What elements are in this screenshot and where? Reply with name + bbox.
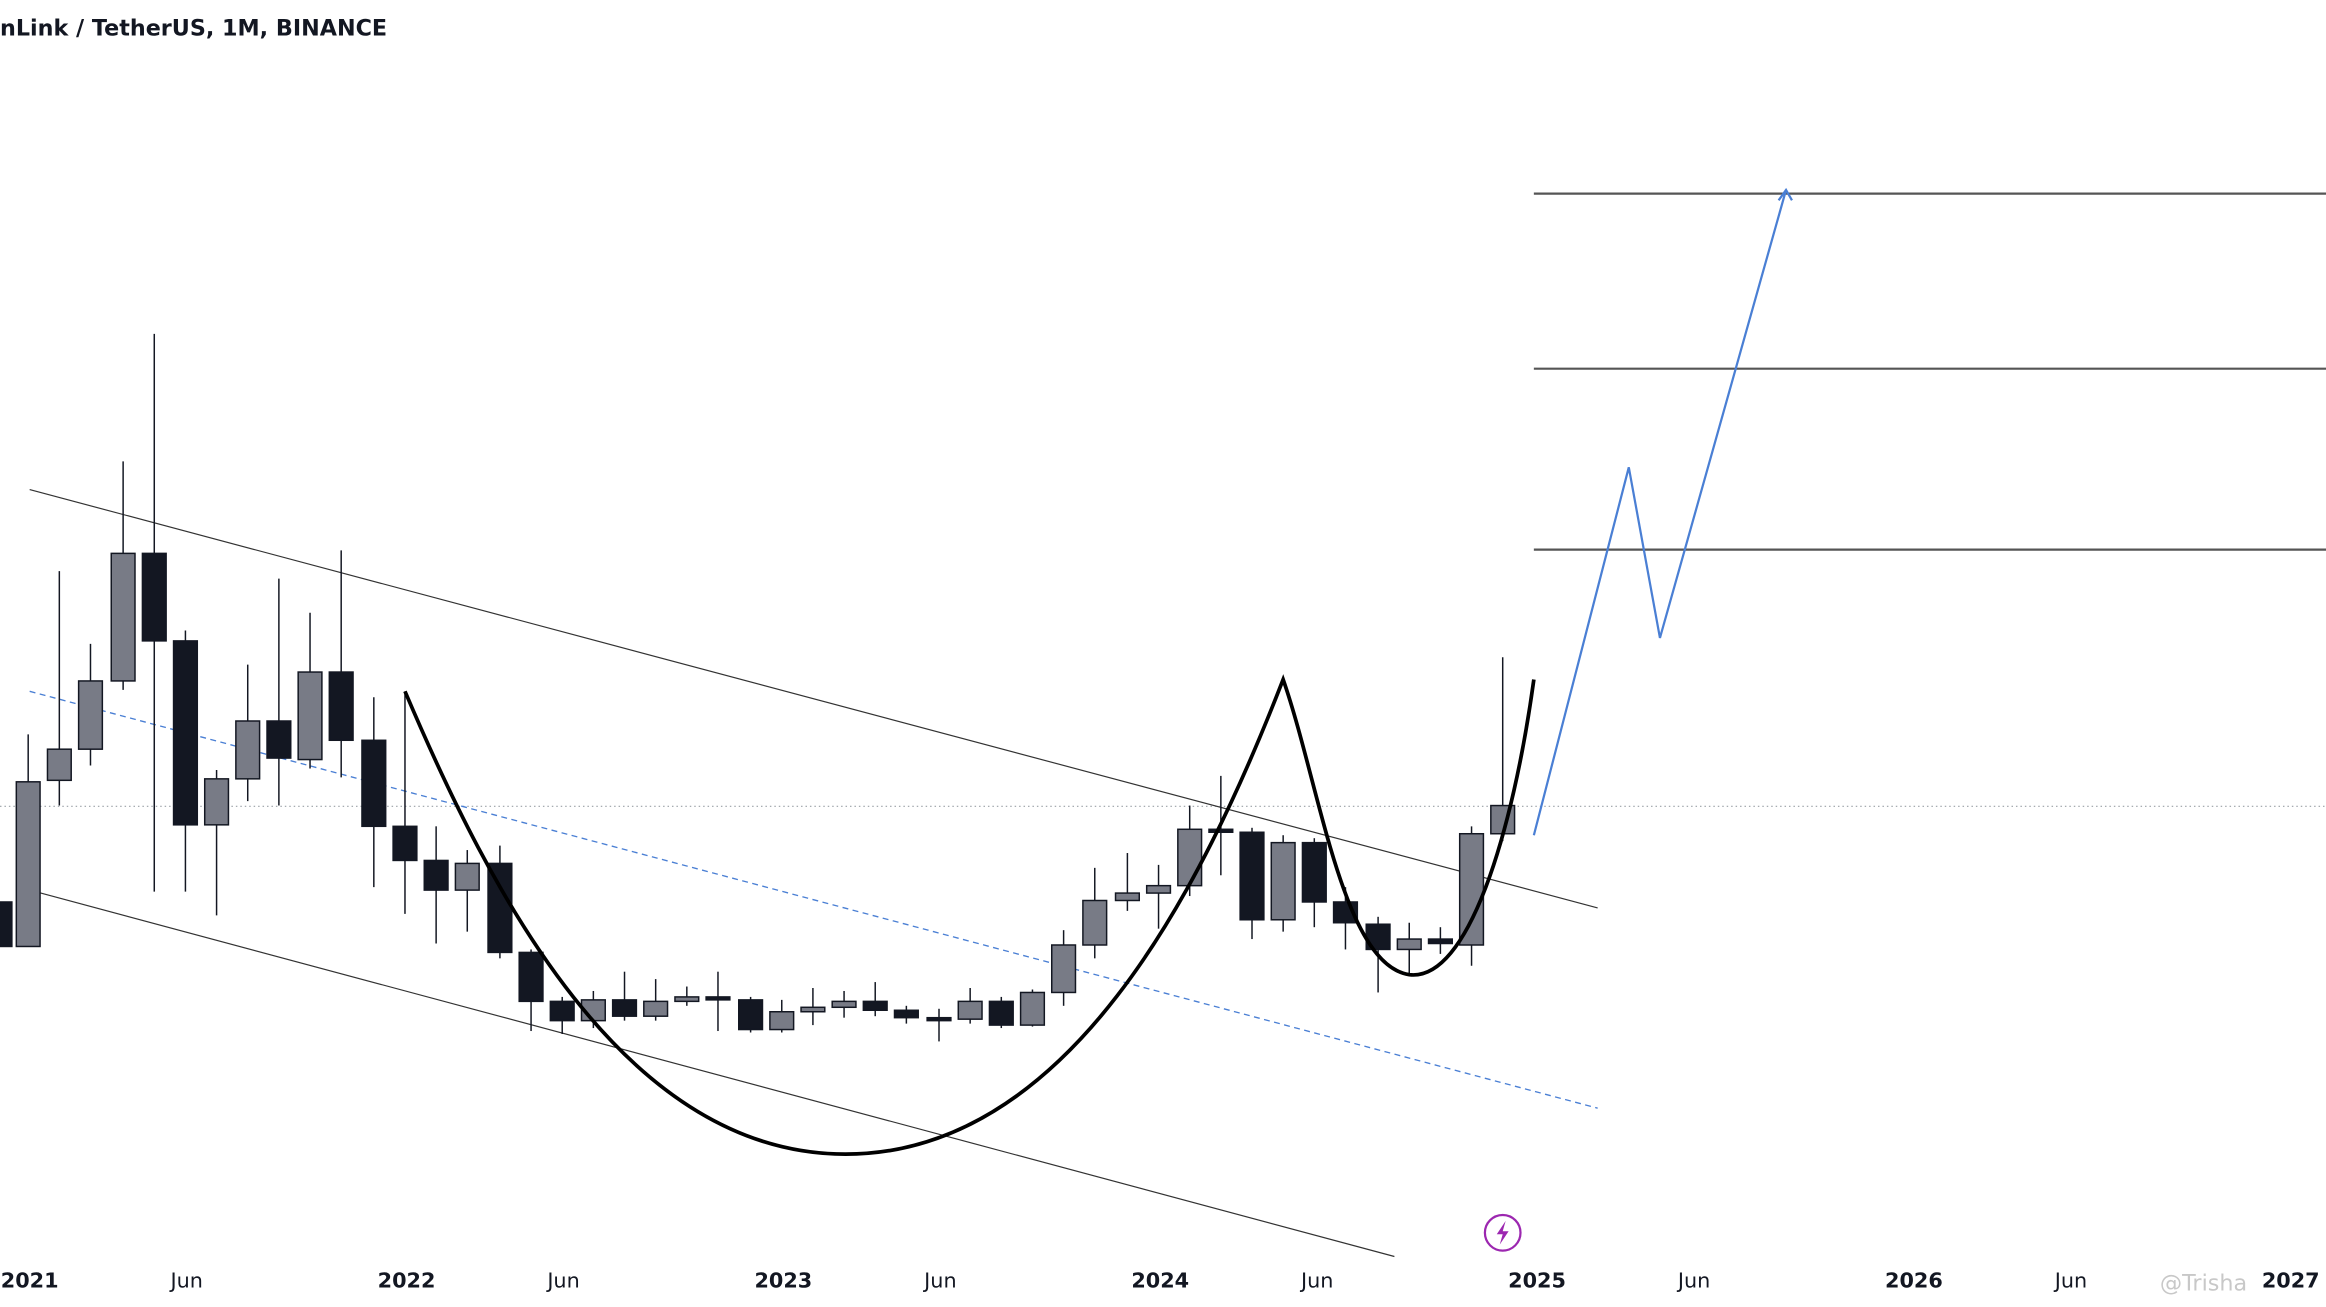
candle-body — [518, 951, 544, 1003]
candle-body — [800, 1006, 826, 1013]
candle-body — [674, 996, 700, 1003]
channel-mid — [29, 690, 1598, 1109]
x-tick-label: Jun — [1676, 1269, 1710, 1293]
candle-body — [454, 862, 480, 891]
candle-body — [926, 1016, 952, 1022]
x-tick-label: 2026 — [1885, 1269, 1943, 1293]
candle-body — [1301, 841, 1327, 903]
candle-body — [297, 671, 323, 761]
candle-body — [988, 1000, 1014, 1026]
candle-body — [738, 999, 764, 1031]
candle-body — [361, 739, 387, 828]
candle-body — [1458, 832, 1485, 946]
candle-body — [862, 1000, 888, 1012]
cup-handle-curve — [403, 674, 1536, 1157]
candle-body — [1051, 944, 1077, 994]
candle-body — [1208, 828, 1234, 833]
candle-body — [611, 999, 638, 1017]
candles — [0, 333, 1516, 1042]
candle-body — [1114, 892, 1141, 902]
candle-body — [1145, 884, 1172, 894]
candle-body — [893, 1009, 919, 1019]
x-tick-label: 2021 — [1, 1269, 59, 1293]
x-tick-label: Jun — [168, 1269, 202, 1293]
candle-body — [1082, 899, 1108, 946]
candle-body — [392, 825, 418, 862]
candle-body — [77, 680, 104, 750]
x-tick-label: Jun — [1299, 1269, 1333, 1293]
candle-body — [203, 778, 230, 826]
candle-body — [1019, 991, 1046, 1026]
x-tick-label: 2027 — [2262, 1269, 2320, 1293]
candle-body — [769, 1011, 795, 1031]
x-tick-label: 2024 — [1131, 1269, 1189, 1293]
candle-body — [1239, 831, 1265, 921]
candle-body — [957, 1000, 983, 1020]
projection-arrow — [1777, 187, 1793, 201]
candle-body — [705, 996, 731, 1001]
candle-body — [423, 859, 449, 891]
candle-body — [1427, 938, 1454, 945]
x-tick-label: Jun — [545, 1269, 579, 1293]
candle-body — [1270, 841, 1296, 921]
candle-body — [172, 640, 199, 826]
chart-title: nLink / TetherUS, 1M, BINANCE — [0, 16, 387, 42]
watermark: @Trisha — [2160, 1271, 2247, 1297]
x-tick-label: 2022 — [378, 1269, 436, 1293]
x-tick-label: 2023 — [754, 1269, 812, 1293]
candle-body — [487, 862, 513, 954]
x-tick-label: Jun — [2053, 1269, 2087, 1293]
candle-body — [549, 1000, 575, 1022]
candle-body — [328, 671, 354, 742]
projection-path — [1532, 189, 1788, 836]
channel-upper — [29, 489, 1598, 909]
candle-body — [1396, 938, 1422, 951]
x-tick-label: 2025 — [1508, 1269, 1566, 1293]
candle-body — [110, 552, 136, 682]
candle-body — [235, 720, 261, 780]
channel-lower — [29, 889, 1395, 1258]
x-tick-label: Jun — [922, 1269, 956, 1293]
candle-body — [46, 748, 72, 782]
candle-body — [0, 901, 13, 948]
candle-body — [266, 720, 292, 759]
event-icon-bolt — [1496, 1220, 1509, 1245]
candle-body — [1177, 828, 1203, 887]
x-axis: 2021 Jun 2022 Jun 2023 Jun 2024 Jun 2025 Jun 2026 J… — [1, 1269, 2320, 1293]
candle-body — [141, 552, 167, 642]
candle-body — [643, 1000, 669, 1017]
candle-body — [831, 1000, 857, 1009]
candle-body — [15, 781, 41, 948]
